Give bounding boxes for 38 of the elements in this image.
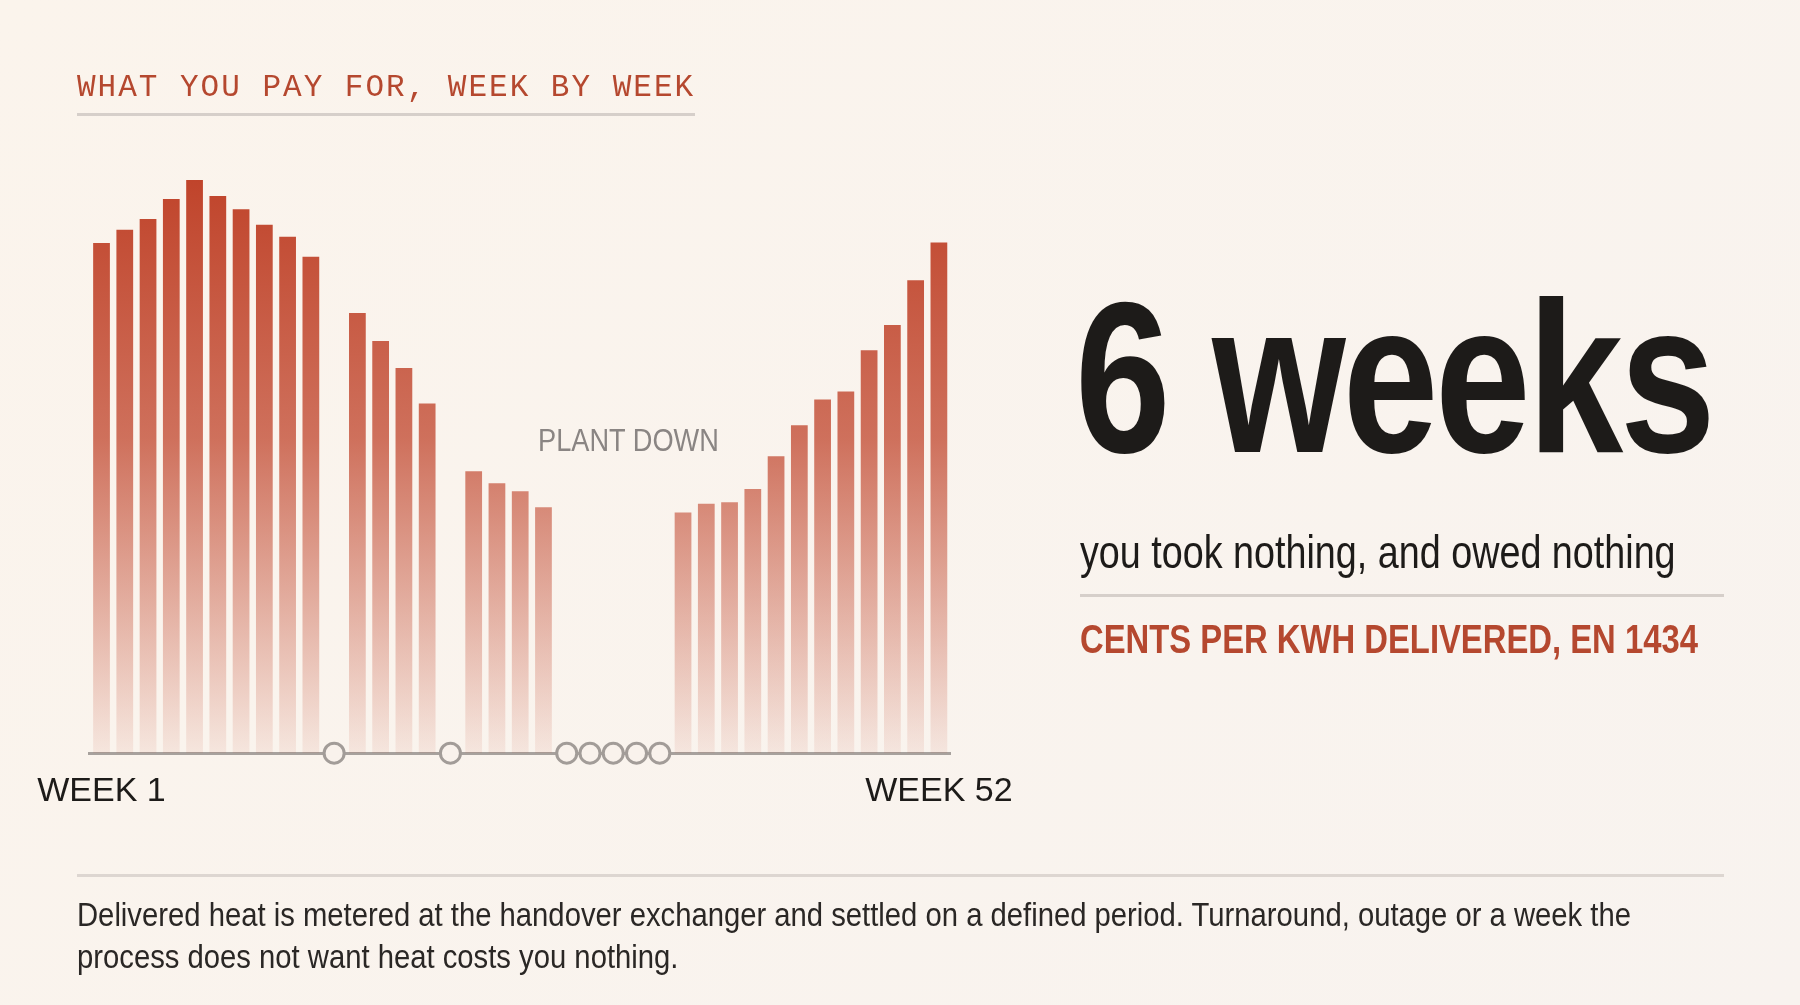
- text: Delivered heat is metered at the handover exchanger and settled on a defined period. Turnaround, outage or a week the process does not want heat costs you nothing.: [77, 894, 1632, 977]
- bar: [814, 399, 831, 754]
- bar: [302, 256, 320, 754]
- bar: [349, 312, 366, 754]
- bar: [418, 403, 436, 754]
- bar: [511, 491, 529, 754]
- bar: [395, 368, 413, 754]
- x-tick-label: WEEK 52: [865, 769, 1013, 808]
- x-tick-label: WEEK 1: [37, 769, 166, 808]
- bar: [697, 503, 715, 754]
- bar: [930, 242, 948, 754]
- bar: [907, 280, 925, 754]
- bar: [860, 350, 878, 754]
- bar: [372, 341, 390, 754]
- bar: [139, 218, 157, 754]
- text: CENTS PER KWH DELIVERED, EN 1434: [1080, 617, 1698, 662]
- bar: [93, 243, 110, 754]
- bar: [232, 209, 250, 754]
- bar: [767, 456, 785, 754]
- bar: [255, 224, 273, 754]
- bar: [209, 196, 227, 754]
- bar: [721, 502, 738, 754]
- bar: [837, 391, 855, 754]
- bar: [186, 180, 203, 754]
- chart-title: WHAT YOU PAY FOR, WEEK BY WEEK: [77, 70, 696, 116]
- text: you took nothing, and owed nothing: [1080, 525, 1676, 579]
- bar: [465, 471, 483, 754]
- bar: [790, 425, 808, 754]
- bar: [488, 483, 506, 754]
- bar: [162, 198, 180, 754]
- bar: [535, 507, 552, 754]
- bar: [279, 236, 296, 754]
- bar: [884, 325, 901, 754]
- text: 6 weeks: [1075, 257, 1713, 498]
- bar: [674, 512, 692, 754]
- annotation: PLANT DOWN: [538, 422, 719, 459]
- bar: [744, 488, 762, 754]
- bar: [116, 229, 134, 754]
